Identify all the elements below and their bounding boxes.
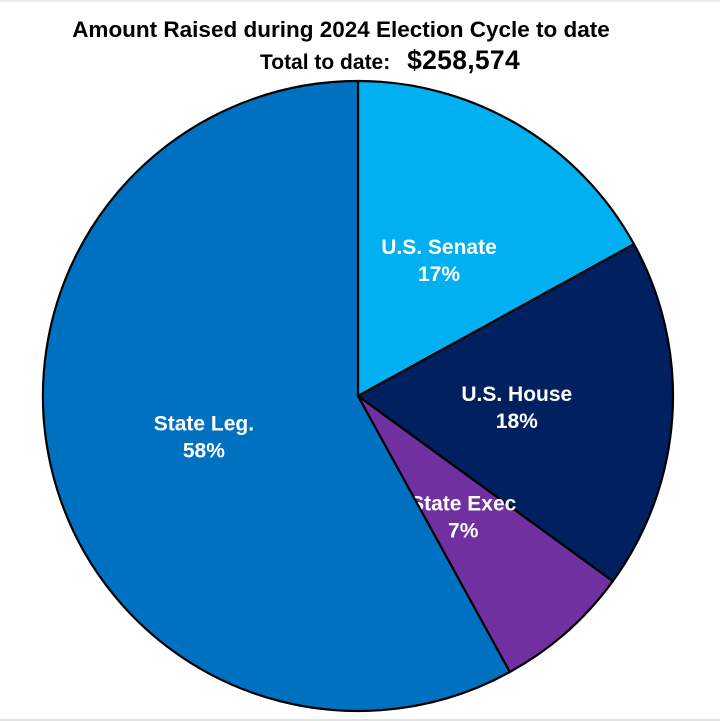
- pie-slice-label: State Leg. 58%: [154, 413, 254, 463]
- pie-slice-u-s-senate: [356, 79, 636, 398]
- pie-slice-state-exec: [356, 394, 614, 674]
- total-label: Total to date:: [259, 51, 391, 74]
- chart-title: Amount Raised during 2024 Election Cycle…: [72, 17, 610, 42]
- pie-slice-u-s-house: [356, 243, 675, 583]
- total-value: $258,574: [407, 45, 521, 75]
- pie-slice-label: U.S. Senate 17%: [381, 236, 497, 286]
- pie-slice-label: State Exec 7%: [410, 492, 517, 542]
- chart-header: Amount Raised during 2024 Election Cycle…: [0, 16, 720, 78]
- pie-slice-state-leg: [41, 79, 511, 713]
- chart-subtitle: Total to date: $258,574: [30, 45, 720, 78]
- pie-slice-label: U.S. House 18%: [461, 383, 572, 433]
